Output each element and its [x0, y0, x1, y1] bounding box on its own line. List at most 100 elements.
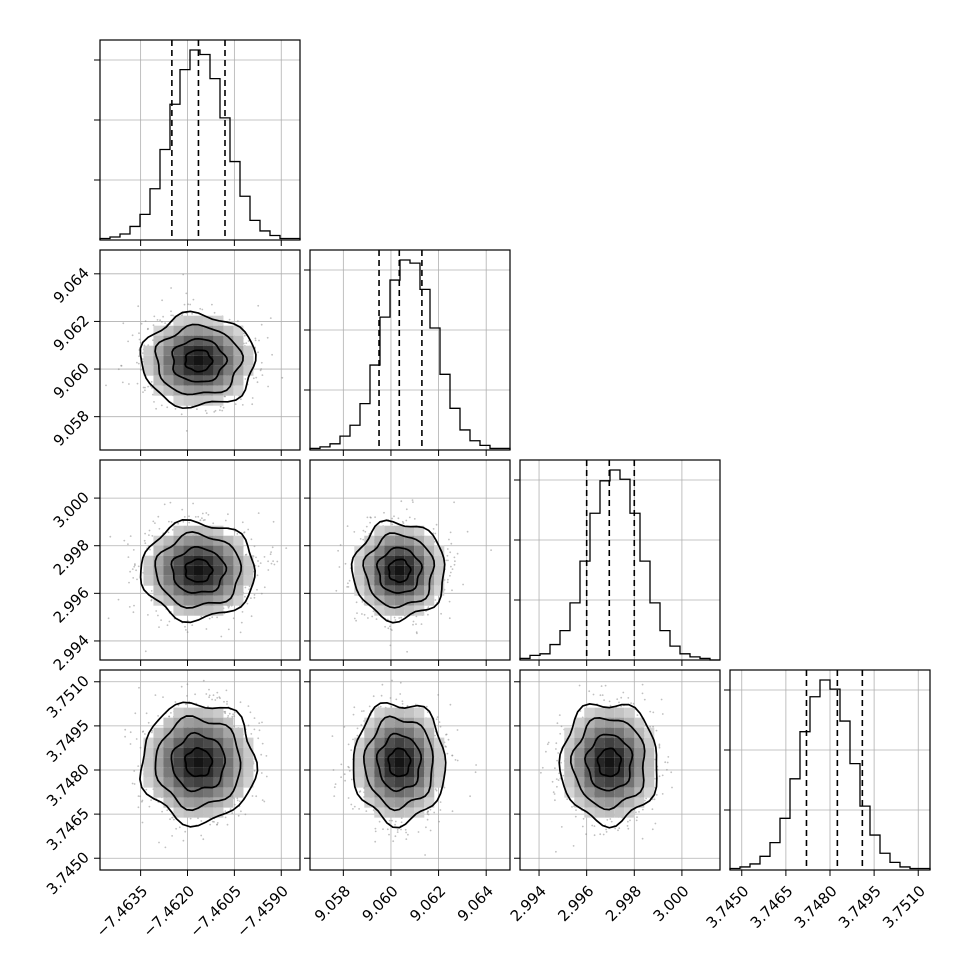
density-cell [243, 575, 254, 586]
scatter-point [127, 543, 129, 545]
scatter-point [270, 562, 273, 565]
scatter-point [261, 742, 264, 745]
density-cell [163, 375, 174, 386]
density-cell [213, 727, 224, 738]
density-cell [233, 585, 244, 596]
scatter-point [261, 799, 264, 801]
density-cell [193, 777, 204, 788]
scatter-point [281, 376, 284, 379]
scatter-point [405, 519, 408, 522]
panel-frame [309, 249, 511, 451]
density-cell [153, 585, 164, 596]
density-cell [143, 365, 154, 376]
scatter-point [362, 529, 365, 532]
scatter-point [408, 516, 411, 519]
density-cell [213, 385, 224, 396]
scatter-point [117, 598, 120, 601]
density-cell [223, 365, 234, 376]
scatter-point [448, 600, 451, 603]
scatter-point [267, 569, 270, 571]
scatter-point [139, 795, 142, 798]
density-cell [193, 395, 204, 406]
scatter-point [182, 273, 185, 276]
y-tick-label: 3.7510 [43, 672, 93, 722]
density-cell [364, 595, 375, 606]
scatter-point [170, 287, 173, 289]
density-cell [173, 345, 184, 356]
scatter-point [211, 616, 214, 619]
scatter-point [240, 398, 242, 401]
scatter-point [151, 730, 154, 732]
scatter-point [201, 512, 204, 515]
scatter-point [214, 409, 217, 412]
scatter-point [446, 554, 449, 557]
scatter-point [241, 611, 244, 613]
density-cell [233, 355, 244, 366]
scatter-point [356, 612, 358, 614]
scatter-point [255, 376, 258, 379]
density-cell [163, 565, 174, 576]
scatter-point [236, 799, 239, 802]
scatter-point [253, 545, 256, 548]
scatter-point [225, 689, 228, 692]
density-cell [223, 717, 234, 728]
density-cell [394, 605, 405, 616]
scatter-point [186, 619, 189, 622]
density-cell [143, 757, 154, 768]
scatter-point [124, 728, 127, 731]
density-cell [163, 777, 174, 788]
density-cell [213, 767, 224, 778]
scatter-point [138, 686, 140, 689]
scatter-point [211, 303, 213, 306]
density-cell [183, 565, 194, 576]
density-cell [173, 325, 184, 336]
scatter-point [133, 604, 135, 607]
scatter-point [214, 699, 217, 701]
scatter-point [462, 583, 464, 586]
density-cell [213, 565, 224, 576]
density-cell [163, 747, 174, 758]
density-cell [173, 787, 184, 798]
density-cell [414, 545, 425, 556]
scatter-point [383, 511, 385, 514]
scatter-point [453, 556, 456, 559]
density-cell [173, 385, 184, 396]
scatter-point [224, 712, 227, 715]
contour-0 [184, 747, 214, 778]
density-cell [394, 525, 405, 536]
scatter-point [272, 520, 275, 523]
scatter-point [144, 733, 146, 735]
scatter-point [416, 632, 418, 635]
density-cell [384, 535, 395, 546]
panel-3-1: 9.058 9.060 9.062 9.064 [304, 669, 511, 925]
scatter-point [216, 616, 219, 619]
scatter-point [199, 519, 202, 522]
scatter-points [107, 501, 288, 653]
density-cell [364, 545, 375, 556]
density-cell [143, 767, 154, 778]
density-cell [173, 727, 184, 738]
scatter-point [367, 617, 369, 619]
scatter-point [258, 722, 261, 724]
density-cell [354, 555, 365, 566]
density-cell [364, 565, 375, 576]
scatter-point [420, 623, 423, 625]
density-cell [183, 535, 194, 546]
scatter-point [232, 617, 235, 620]
scatter-point [194, 693, 197, 696]
contour-3 [139, 701, 259, 828]
density-cell [374, 575, 385, 586]
density-cell [153, 375, 164, 386]
density-cell [213, 375, 224, 386]
scatter-point [213, 411, 216, 413]
scatter-point [136, 382, 139, 385]
scatter-point [152, 393, 154, 396]
scatter-point [270, 551, 272, 553]
scatter-point [244, 554, 247, 556]
scatter-point [260, 368, 263, 370]
scatter-point [448, 617, 451, 620]
scatter-point [374, 840, 377, 843]
scatter-point [355, 601, 358, 604]
scatter-point [109, 535, 112, 538]
density-cell [203, 555, 214, 566]
